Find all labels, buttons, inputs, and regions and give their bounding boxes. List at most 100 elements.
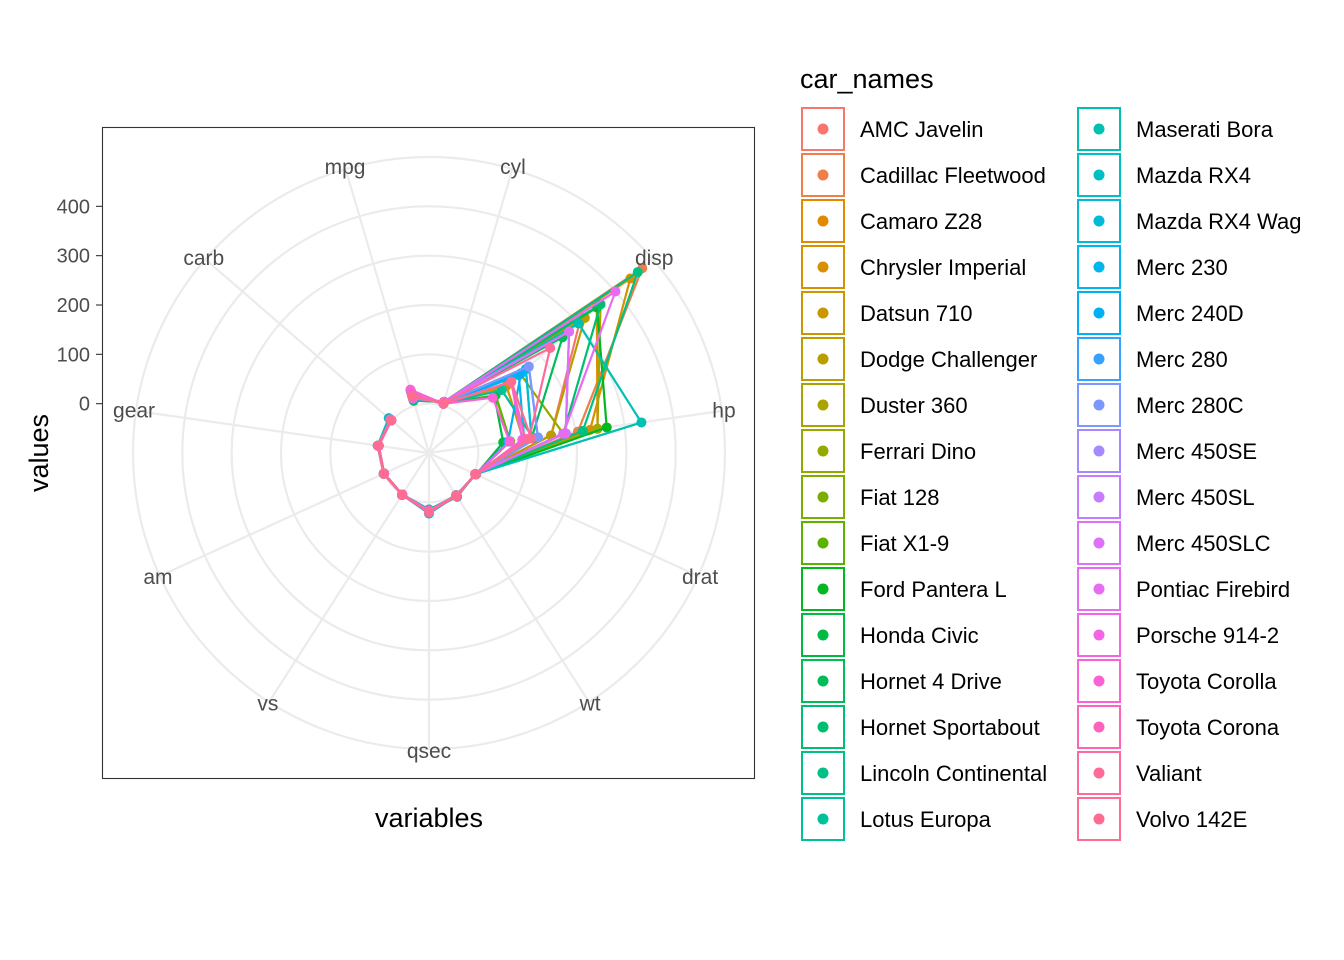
legend-key [1077, 337, 1121, 381]
legend-key [801, 567, 845, 611]
legend-item: Merc 230 [1077, 245, 1228, 289]
legend-dot [1093, 629, 1105, 641]
legend-dot [817, 215, 829, 227]
legend-item: Ferrari Dino [801, 429, 976, 473]
data-point [577, 425, 588, 436]
legend-key [801, 291, 845, 335]
legend-key [801, 383, 845, 427]
legend-label: Merc 450SL [1136, 485, 1255, 510]
legend-item: Dodge Challenger [801, 337, 1037, 381]
data-point [573, 318, 584, 329]
y-axis-title: values [24, 414, 54, 492]
variable-label-gear: gear [113, 400, 155, 423]
legend-label: Valiant [1136, 761, 1202, 786]
data-point [610, 286, 621, 297]
legend-item: Honda Civic [801, 613, 979, 657]
legend-key [801, 797, 845, 841]
legend-item: Cadillac Fleetwood [801, 153, 1046, 197]
legend-label: Fiat X1-9 [860, 531, 949, 556]
legend-dot [1093, 307, 1105, 319]
legend-dot [817, 491, 829, 503]
x-axis-title: variables [375, 803, 483, 833]
legend-label: Merc 450SLC [1136, 531, 1271, 556]
legend-dot [1093, 491, 1105, 503]
legend-key [1077, 383, 1121, 427]
legend-dot [817, 537, 829, 549]
data-point [632, 267, 643, 278]
y-tick-label: 400 [57, 196, 90, 218]
legend-label: Porsche 914-2 [1136, 623, 1279, 648]
legend-dot [1093, 169, 1105, 181]
variable-label-drat: drat [682, 566, 718, 589]
legend-label: Merc 280C [1136, 393, 1244, 418]
legend-item: Merc 280C [1077, 383, 1244, 427]
data-point [545, 343, 556, 354]
legend-item: Porsche 914-2 [1077, 613, 1279, 657]
legend-key [1077, 705, 1121, 749]
legend-item: Merc 450SL [1077, 475, 1255, 519]
legend-item: Fiat X1-9 [801, 521, 949, 565]
legend-label: Merc 280 [1136, 347, 1228, 372]
legend-item: Toyota Corolla [1077, 659, 1277, 703]
legend-dot [1093, 767, 1105, 779]
legend-item: Hornet 4 Drive [801, 659, 1002, 703]
legend-dot [1093, 123, 1105, 135]
legend-key [1077, 199, 1121, 243]
legend-label: Pontiac Firebird [1136, 577, 1290, 602]
legend-item: Toyota Corona [1077, 705, 1280, 749]
legend-key [801, 337, 845, 381]
legend-dot [1093, 353, 1105, 365]
legend-label: Duster 360 [860, 393, 968, 418]
legend-label: Toyota Corona [1136, 715, 1280, 740]
data-point [506, 376, 517, 387]
legend-key [801, 659, 845, 703]
legend-dot [817, 445, 829, 457]
plot-panel [101, 126, 756, 780]
series-merc-450slc [373, 326, 575, 517]
legend-dot [1093, 445, 1105, 457]
series-line [377, 329, 571, 513]
y-tick-label: 200 [57, 295, 90, 317]
legend-item: Merc 450SLC [1077, 521, 1271, 565]
y-axis: 0 100 200 300 400 [57, 196, 102, 416]
legend-label: Dodge Challenger [860, 347, 1037, 372]
legend-key [1077, 475, 1121, 519]
series-layer [372, 263, 648, 519]
legend-dot [817, 629, 829, 641]
legend-item: AMC Javelin [801, 107, 983, 151]
data-point [487, 392, 498, 403]
data-point [470, 469, 481, 480]
legend-item: Merc 280 [1077, 337, 1228, 381]
y-tick-label: 300 [57, 246, 90, 268]
legend-item: Camaro Z28 [801, 199, 982, 243]
variable-label-cyl: cyl [500, 156, 526, 179]
legend-label: Honda Civic [860, 623, 979, 648]
series-merc-450se [373, 326, 575, 516]
legend-key [1077, 429, 1121, 473]
data-point [451, 490, 462, 501]
legend-key [1077, 245, 1121, 289]
legend-dot [1093, 537, 1105, 549]
data-point [385, 415, 396, 426]
legend-label: Hornet Sportabout [860, 715, 1040, 740]
legend-dot [817, 767, 829, 779]
legend-label: Fiat 128 [860, 485, 940, 510]
data-point [378, 468, 389, 479]
legend-dot [1093, 721, 1105, 733]
legend-dot [1093, 261, 1105, 273]
series-line [377, 329, 571, 513]
legend-label: Mazda RX4 [1136, 163, 1251, 188]
legend-key [801, 521, 845, 565]
data-point [601, 422, 612, 433]
legend-dot [817, 675, 829, 687]
legend-label: Ford Pantera L [860, 577, 1007, 602]
legend-item: Mazda RX4 [1077, 153, 1251, 197]
legend-key [801, 153, 845, 197]
variable-label-hp: hp [712, 400, 735, 423]
legend-item: Pontiac Firebird [1077, 567, 1290, 611]
series-line [377, 329, 571, 513]
legend-title: car_names [800, 64, 934, 94]
y-tick-label: 100 [57, 344, 90, 366]
legend-label: Maserati Bora [1136, 117, 1274, 142]
legend-dot [1093, 583, 1105, 595]
